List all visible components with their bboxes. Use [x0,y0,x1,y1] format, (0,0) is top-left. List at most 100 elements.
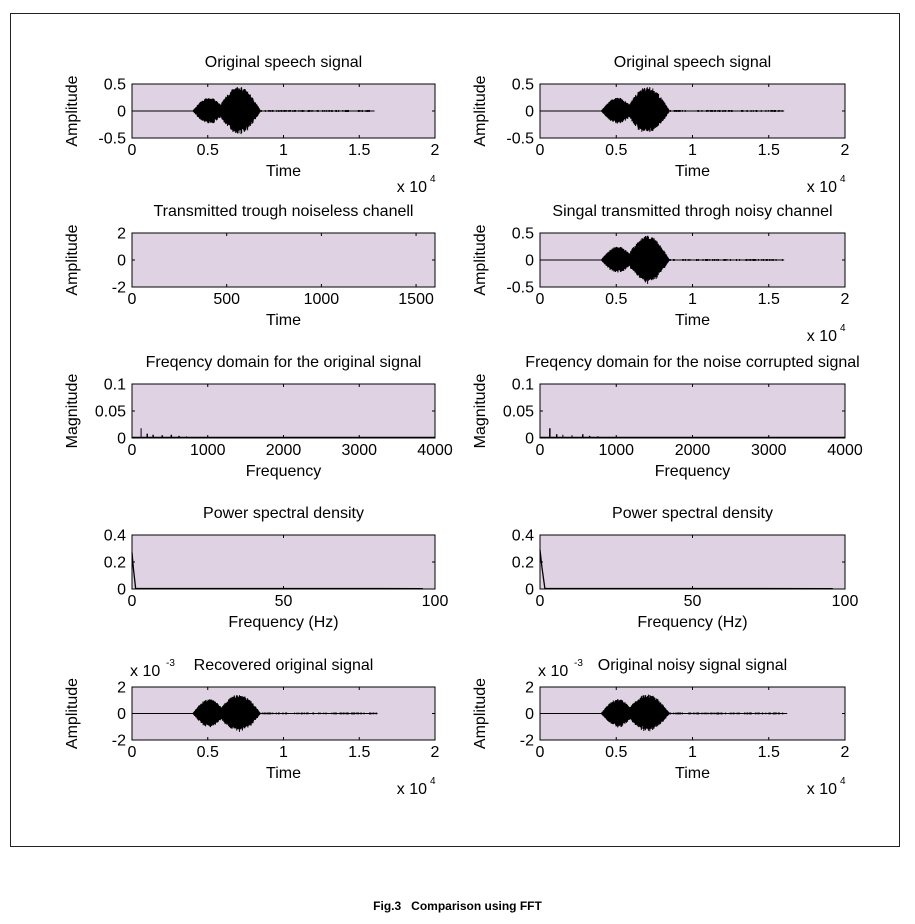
y-tick-label: 0.4 [512,528,534,545]
x-tick-label: 3000 [751,442,787,459]
x-tick-label: 1 [688,744,697,761]
x-exponent-power: 4 [840,323,846,334]
y-tick-label: 0 [525,253,534,270]
x-axis-label: Time [675,312,710,329]
x-tick-label: 0.5 [605,142,627,159]
plot-area [540,535,845,589]
x-tick-label: 2 [841,291,850,308]
x-tick-label: 2000 [675,442,711,459]
x-tick-label: 0 [128,142,137,159]
y-tick-label: 0 [117,706,126,723]
subplot-title: Freqency domain for the original signal [146,354,422,371]
y-tick-label: 0.05 [503,404,534,421]
x-tick-label: 2 [841,744,850,761]
x-tick-label: 1.5 [758,291,780,308]
y-exponent: x 10 [130,663,160,680]
y-tick-label: 0.4 [104,528,126,545]
x-tick-label: 1 [688,142,697,159]
y-tick-label: -0.5 [506,280,534,297]
y-tick-label: 0.2 [104,555,126,572]
x-tick-label: 1.5 [348,142,370,159]
x-tick-label: 3000 [341,442,377,459]
x-axis-label: Frequency (Hz) [637,614,747,631]
subplot-title: Power spectral density [203,505,364,522]
y-axis-label: Amplitude [64,224,81,295]
y-exponent-power: -3 [166,658,175,669]
x-tick-label: 0.5 [197,744,219,761]
y-tick-label: 0.1 [512,377,534,394]
subplot-title: Recovered original signal [194,657,374,674]
x-tick-label: 0 [128,291,137,308]
x-exponent-power: 4 [840,174,846,185]
y-exponent: x 10 [538,663,568,680]
y-axis-label: Amplitude [64,75,81,146]
x-tick-label: 0 [536,142,545,159]
subplot-title: Singal transmitted throgh noisy channel [552,203,832,220]
x-tick-label: 4000 [417,442,453,459]
x-axis-label: Time [675,163,710,180]
x-exponent: x 10 [807,781,837,798]
plot-area [132,384,435,438]
x-tick-label: 0 [536,744,545,761]
y-axis-label: Amplitude [472,224,489,295]
y-tick-label: -2 [112,733,126,750]
x-tick-label: 500 [213,291,240,308]
x-tick-label: 0.5 [605,744,627,761]
x-tick-label: 0 [128,593,137,610]
y-tick-label: 0.5 [512,226,534,243]
subplot-8: 0 50 100 0.4 0.2 0 Power spectral density Frequ… [512,505,859,631]
y-tick-label: 0 [117,431,126,448]
x-tick-label: 1000 [598,442,634,459]
x-tick-label: 0.5 [605,291,627,308]
x-tick-label: 2 [431,142,440,159]
subplot-title: Power spectral density [612,505,773,522]
y-tick-label: 0.1 [104,377,126,394]
y-axis-label: Magnitude [472,374,489,449]
subplot-title: Original noisy signal signal [598,657,787,674]
y-tick-label: 0 [525,431,534,448]
subplot-title: Freqency domain for the noise corrupted … [525,354,859,371]
x-tick-label: 2 [841,142,850,159]
x-axis-label: Time [675,765,710,782]
x-tick-label: 1 [279,744,288,761]
y-exponent-power: -3 [574,658,583,669]
plot-area [132,535,435,589]
y-tick-label: 0.2 [512,555,534,572]
y-axis-label: Amplitude [64,678,81,749]
y-tick-label: 0 [525,706,534,723]
plot-area [540,384,845,438]
x-tick-label: 1000 [190,442,226,459]
x-tick-label: 50 [684,593,702,610]
x-exponent-power: 4 [430,174,436,185]
x-tick-label: 100 [832,593,859,610]
x-axis-label: Frequency (Hz) [228,614,338,631]
x-exponent: x 10 [807,179,837,196]
x-tick-label: 0 [128,744,137,761]
x-tick-label: 2000 [266,442,302,459]
y-tick-label: 0.05 [95,404,126,421]
y-axis-label: Amplitude [472,75,489,146]
x-tick-label: 0 [128,442,137,459]
x-exponent: x 10 [807,328,837,345]
x-tick-label: 100 [422,593,449,610]
y-axis-label: Amplitude [472,678,489,749]
x-tick-label: 1.5 [348,744,370,761]
figure-caption: Fig.3 Comparison using FFT [373,899,542,913]
x-axis-label: Time [266,765,301,782]
x-exponent-power: 4 [840,776,846,787]
x-axis-label: Frequency [246,463,322,480]
x-axis-label: Time [266,163,301,180]
y-tick-label: 2 [117,680,126,697]
subplot-title: Original speech signal [205,54,362,71]
subplot-title: Original speech signal [614,54,771,71]
subplot-6: 0 1000 2000 3000 4000 0.1 0.05 0 Freqency domain… [472,354,863,480]
y-tick-label: 0 [525,104,534,121]
x-tick-label: 1 [688,291,697,308]
y-tick-label: -2 [520,733,534,750]
x-axis-label: Frequency [655,463,731,480]
